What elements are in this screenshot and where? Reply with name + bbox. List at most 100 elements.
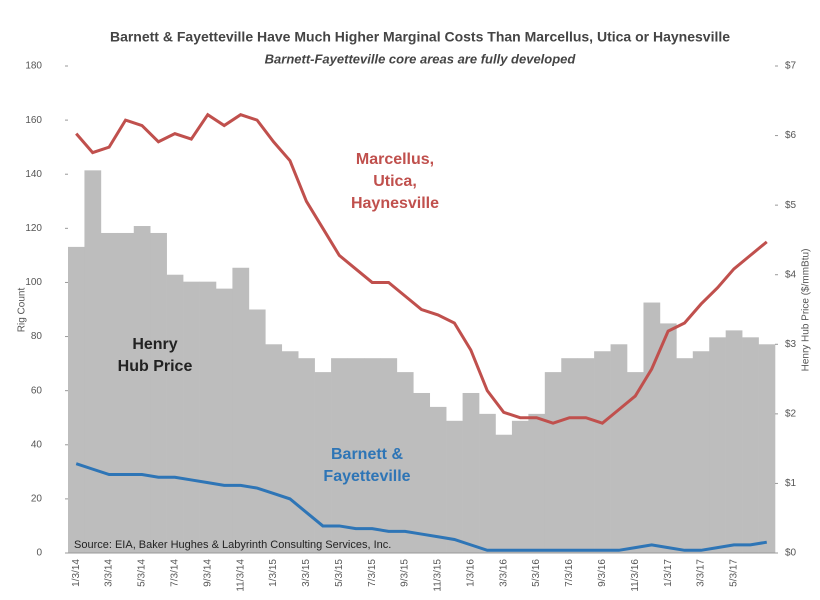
- price-bar: [462, 392, 480, 553]
- price-bar: [627, 372, 644, 553]
- price-bar: [709, 337, 726, 553]
- price-bar: [150, 232, 167, 553]
- price-bar: [692, 351, 710, 553]
- annotation-line: Marcellus,: [356, 151, 434, 168]
- price-bar: [577, 358, 595, 553]
- price-bar: [281, 351, 299, 553]
- x-tick-label: 1/3/17: [663, 559, 674, 587]
- y2-tick-label: $7: [785, 61, 797, 72]
- price-bar: [396, 372, 414, 553]
- x-tick-label: 5/3/15: [334, 559, 345, 587]
- price-bar: [446, 420, 463, 553]
- y-tick-label: 80: [31, 331, 43, 342]
- price-bar: [314, 372, 332, 553]
- y2-tick-label: $1: [785, 478, 797, 489]
- y-tick-label: 120: [25, 223, 42, 234]
- x-tick-label: 3/3/15: [301, 559, 312, 587]
- annotation-line: Fayetteville: [323, 468, 410, 485]
- price-bar: [758, 344, 776, 553]
- price-bar: [347, 358, 365, 553]
- price-bar: [363, 358, 381, 553]
- x-tick-label: 3/3/14: [104, 559, 115, 587]
- y2-tick-label: $4: [785, 269, 797, 280]
- price-bar: [544, 372, 562, 553]
- y2-tick-label: $2: [785, 408, 797, 419]
- plot: [68, 112, 776, 553]
- rig-line: [75, 112, 768, 425]
- price-bar: [594, 351, 611, 553]
- price-bar: [561, 358, 578, 553]
- annotation: Henry Hub Price: [118, 336, 193, 375]
- price-bar: [248, 309, 266, 553]
- y-tick-label: 40: [31, 439, 43, 450]
- x-tick-label: 1/3/16: [465, 559, 476, 587]
- annotation-line: Utica,: [373, 173, 417, 190]
- price-bar: [676, 358, 694, 553]
- chart-title: Barnett & Fayetteville Have Much Higher …: [110, 29, 730, 45]
- x-tick-label: 7/3/15: [367, 559, 378, 587]
- price-bar: [725, 330, 743, 553]
- annotation-line: Barnett &: [331, 446, 403, 463]
- price-bar: [610, 344, 628, 553]
- x-tick-label: 5/3/16: [531, 559, 542, 587]
- price-bar: [528, 413, 546, 553]
- price-bar: [183, 281, 200, 553]
- y2-axis-label: Henry Hub Price ($/mmBtu): [801, 249, 812, 372]
- annotation-line: Henry: [132, 336, 177, 353]
- annotation-line: Hub Price: [118, 358, 193, 375]
- y2-tick-label: $0: [785, 548, 797, 559]
- price-bar: [643, 302, 661, 553]
- price-bar: [166, 274, 184, 553]
- annotation-line: Haynesville: [351, 195, 439, 212]
- y-tick-label: 60: [31, 385, 43, 396]
- x-tick-label: 3/3/16: [498, 559, 509, 587]
- price-bar: [413, 392, 431, 553]
- price-bar: [298, 358, 315, 553]
- y-tick-label: 0: [36, 548, 42, 559]
- price-bar: [133, 226, 151, 553]
- x-tick-label: 3/3/17: [696, 559, 707, 587]
- price-bar: [117, 232, 135, 553]
- price-bar: [380, 358, 398, 553]
- x-tick-label: 9/3/14: [202, 559, 213, 587]
- price-bar: [511, 420, 529, 553]
- y-axis-label: Rig Count: [17, 288, 28, 333]
- x-tick-label: 7/3/16: [564, 559, 575, 587]
- source: Source: EIA, Baker Hughes & Labyrinth Co…: [74, 539, 391, 551]
- y-tick-label: 20: [31, 494, 43, 505]
- x-tick-label: 1/3/14: [71, 559, 82, 587]
- rig-line: [75, 462, 768, 552]
- price-bar: [215, 288, 233, 553]
- annotation: Marcellus, Utica, Haynesville: [351, 151, 439, 212]
- price-bar: [68, 246, 85, 553]
- x-tick-label: 5/3/14: [137, 559, 148, 587]
- price-bar: [659, 323, 677, 553]
- price-bar: [495, 434, 513, 553]
- x-tick-label: 11/3/16: [630, 559, 641, 592]
- y-tick-label: 100: [25, 277, 42, 288]
- y2-tick-label: $6: [785, 130, 797, 141]
- x-tick-label: 7/3/14: [170, 559, 181, 587]
- x-tick-label: 1/3/15: [268, 559, 279, 587]
- price-bar: [265, 344, 283, 553]
- price-bar: [100, 232, 118, 553]
- price-bar: [479, 413, 496, 553]
- price-bar: [429, 406, 447, 553]
- y-tick-label: 160: [25, 115, 42, 126]
- chart-subtitle: Barnett-Fayetteville core areas are full…: [265, 51, 577, 66]
- x-tick-label: 5/3/17: [729, 559, 740, 587]
- y2-tick-label: $5: [785, 200, 797, 211]
- y2-tick-label: $3: [785, 339, 797, 350]
- x-tick-label: 11/3/14: [235, 559, 246, 592]
- x-tick-label: 9/3/15: [400, 559, 411, 587]
- price-bar: [331, 358, 348, 553]
- price-bar: [199, 281, 217, 553]
- x-tick-label: 11/3/15: [433, 559, 444, 592]
- x-tick-label: 9/3/16: [597, 559, 608, 587]
- price-bar: [232, 267, 250, 553]
- y-tick-label: 180: [25, 61, 42, 72]
- price-bar: [742, 337, 759, 553]
- y-tick-label: 140: [25, 169, 42, 180]
- price-bar: [84, 170, 102, 553]
